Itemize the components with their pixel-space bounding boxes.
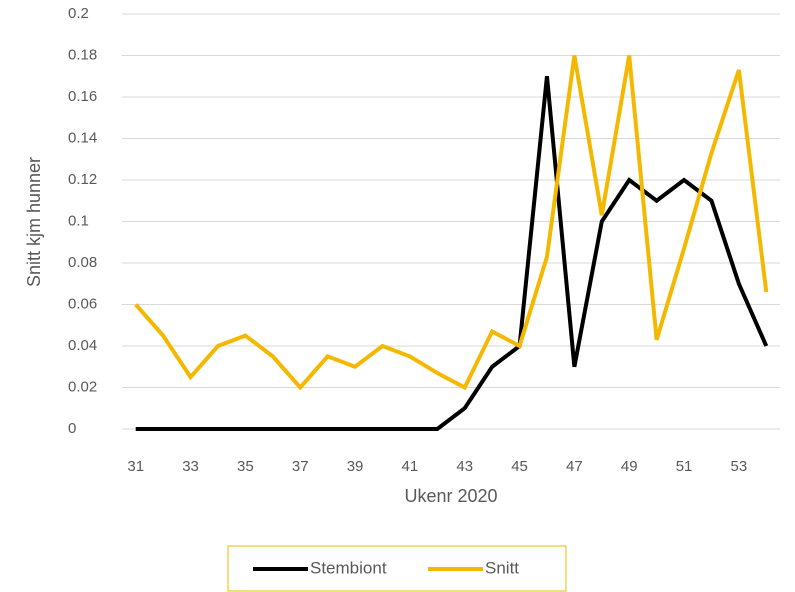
x-tick-label: 47 — [566, 458, 583, 475]
y-tick-label: 0.2 — [68, 5, 89, 22]
y-tick-label: 0.1 — [68, 212, 89, 229]
x-tick-label: 41 — [402, 458, 419, 475]
y-tick-label: 0.08 — [68, 254, 97, 271]
series-line — [134, 55, 769, 391]
y-axis-title: Snitt kjm hunner — [24, 157, 44, 287]
y-tick-label: 0.02 — [68, 378, 97, 395]
y-tick-label: 0.18 — [68, 46, 97, 63]
legend-label: Stembiont — [310, 558, 387, 577]
y-tick-label: 0.14 — [68, 129, 97, 146]
x-tick-label: 37 — [292, 458, 309, 475]
x-tick-label: 39 — [347, 458, 364, 475]
x-tick-label: 35 — [237, 458, 254, 475]
legend-box — [227, 545, 567, 592]
series-line — [135, 76, 769, 431]
x-axis-title: Ukenr 2020 — [404, 486, 497, 506]
y-tick-label: 0 — [68, 420, 76, 437]
x-tick-label: 45 — [511, 458, 528, 475]
x-tick-label: 51 — [676, 458, 693, 475]
y-tick-label: 0.06 — [68, 295, 97, 312]
x-tick-label: 49 — [621, 458, 638, 475]
x-tick-label: 43 — [456, 458, 473, 475]
legend-label: Snitt — [485, 558, 519, 577]
y-tick-label: 0.04 — [68, 337, 97, 354]
x-tick-label: 33 — [182, 458, 199, 475]
y-tick-label: 0.16 — [68, 88, 97, 105]
x-tick-label: 31 — [127, 458, 144, 475]
x-tick-label: 53 — [731, 458, 748, 475]
y-tick-label: 0.12 — [68, 171, 97, 188]
